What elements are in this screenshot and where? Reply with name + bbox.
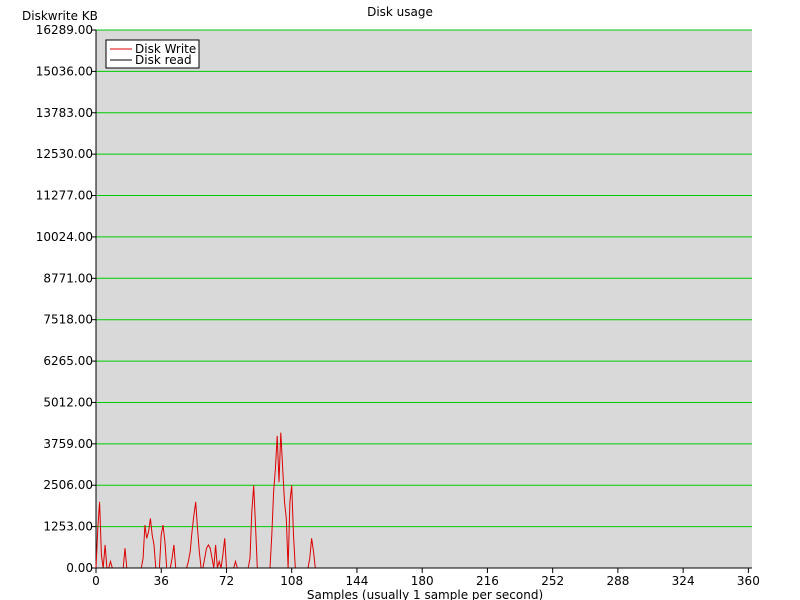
y-tick-label: 16289.00 [36, 23, 93, 37]
x-tick-label: 252 [541, 574, 564, 588]
y-tick-label: 0.00 [66, 561, 93, 575]
legend-box [105, 39, 200, 69]
x-tick-label: 216 [476, 574, 499, 588]
series-lines [95, 432, 749, 569]
plot-area [96, 30, 752, 568]
y-tick-label: 15036.00 [36, 64, 93, 78]
y-axis-ticks: 0.00 1253.00 2506.00 3759.00 5012.00 6265.00 7… [36, 23, 96, 575]
x-tick-label: 36 [154, 574, 169, 588]
legend-label: Disk read [135, 53, 192, 67]
y-tick-label: 1253.00 [43, 520, 93, 534]
x-tick-label: 72 [219, 574, 234, 588]
y-tick-label: 8771.00 [43, 271, 93, 285]
y-tick-label: 5012.00 [43, 395, 93, 409]
y-tick-label: 13783.00 [36, 106, 93, 120]
y-tick-label: 7518.00 [43, 313, 93, 327]
x-tick-label: 360 [737, 574, 760, 588]
x-tick-label: 108 [280, 574, 303, 588]
y-axis-label: Diskwrite KB [22, 9, 98, 23]
x-tick-label: 324 [672, 574, 695, 588]
y-tick-label: 12530.00 [36, 147, 93, 161]
y-tick-label: 2506.00 [43, 478, 93, 492]
x-tick-label: 144 [345, 574, 368, 588]
y-tick-label: 6265.00 [43, 354, 93, 368]
y-tick-label: 3759.00 [43, 437, 93, 451]
chart-title: Disk usage [367, 5, 433, 19]
grid-lines [96, 29, 752, 569]
legend-label: Disk Write [135, 42, 196, 56]
y-tick-label: 11277.00 [36, 189, 93, 203]
y-tick-label: 10024.00 [36, 230, 93, 244]
x-tick-label: 180 [411, 574, 434, 588]
x-tick-label: 288 [606, 574, 629, 588]
x-axis-ticks: 0 36 72 108 144 180 216 252 288 324 360 [92, 568, 760, 588]
x-axis-label: Samples (usually 1 sample per second) [307, 588, 543, 600]
x-tick-label: 0 [92, 574, 100, 588]
